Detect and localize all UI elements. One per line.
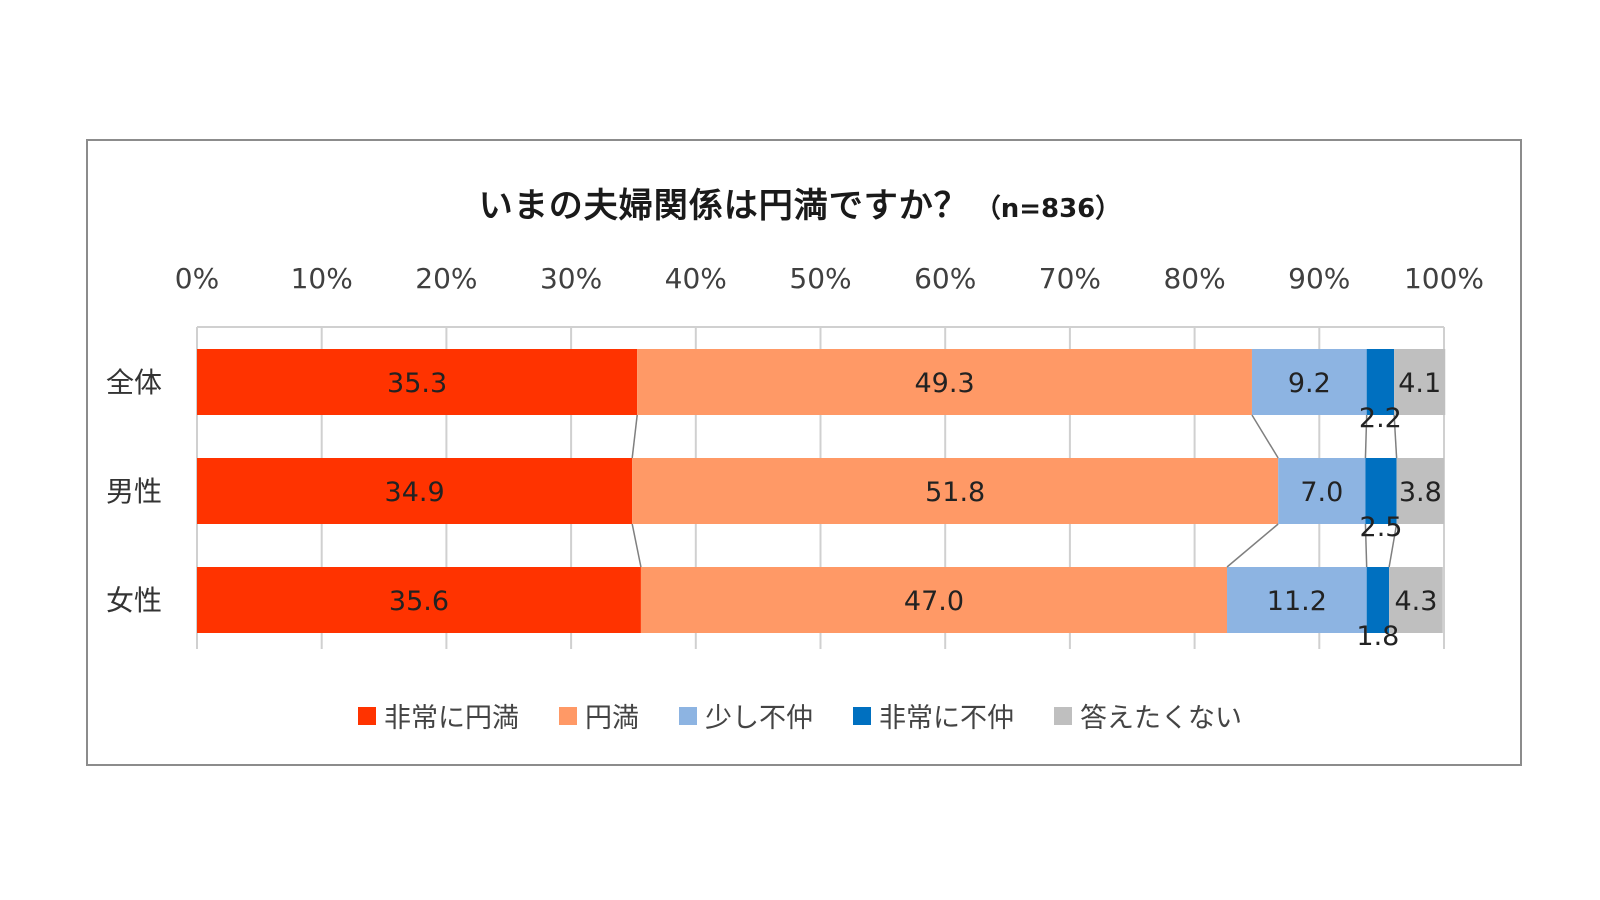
x-tick-label: 80%	[1163, 262, 1225, 295]
legend-item: 答えたくない	[1054, 696, 1242, 735]
bar-segment	[640, 567, 1228, 633]
bar-segment	[632, 458, 1279, 524]
bar-segment	[1366, 349, 1395, 415]
legend-swatch	[559, 706, 577, 725]
chart-subtitle: （n=836）	[974, 194, 1122, 224]
data-label: 4.1	[1398, 368, 1441, 399]
legend-label: 円満	[585, 703, 639, 734]
bar-segment	[197, 458, 633, 524]
x-tick-label: 30%	[540, 262, 602, 295]
x-tick-label: 60%	[914, 262, 976, 295]
legend-item: 非常に不仲	[853, 696, 1014, 735]
legend-item: 少し不仲	[679, 696, 813, 735]
bar-segment	[197, 349, 638, 415]
data-label: 2.2	[1359, 403, 1402, 434]
legend-item: 非常に円満	[358, 696, 519, 735]
bar-segment	[1278, 458, 1366, 524]
data-label: 34.9	[385, 477, 445, 508]
data-label: 35.3	[387, 368, 447, 399]
bar-segment	[1365, 458, 1397, 524]
x-tick-label: 0%	[175, 262, 219, 295]
legend-label: 少し不仲	[705, 703, 813, 734]
data-label: 11.2	[1267, 586, 1327, 617]
series-connector-line	[1251, 414, 1279, 459]
legend-label: 非常に円満	[384, 703, 519, 734]
legend-label: 答えたくない	[1080, 703, 1242, 734]
legend-swatch	[853, 706, 871, 725]
chart-legend: 非常に円満 円満 少し不仲 非常に不仲 答えたくない	[0, 696, 1600, 735]
bar-segment	[197, 567, 641, 633]
data-label: 3.8	[1399, 477, 1442, 508]
series-connector-line	[631, 414, 638, 459]
series-connector-line	[1393, 414, 1398, 459]
category-label: 女性	[106, 584, 162, 617]
bar-segment	[1366, 567, 1390, 633]
x-tick-label: 100%	[1404, 262, 1484, 295]
bar-segment	[637, 349, 1252, 415]
legend-swatch	[1054, 706, 1072, 725]
series-connector-line	[1226, 523, 1279, 568]
data-label: 9.2	[1288, 368, 1331, 399]
data-label: 47.0	[904, 586, 964, 617]
category-label: 男性	[106, 475, 162, 508]
bar-segment	[1389, 567, 1443, 633]
series-connector-line	[1364, 414, 1368, 459]
data-label: 35.6	[389, 586, 449, 617]
chart-title-row: いまの夫婦関係は円満ですか？ （n=836）	[0, 178, 1600, 227]
x-tick-label: 70%	[1039, 262, 1101, 295]
data-label: 4.3	[1394, 586, 1437, 617]
bar-segment	[1394, 349, 1446, 415]
legend-item: 円満	[559, 696, 639, 735]
legend-swatch	[358, 706, 376, 725]
data-label: 1.8	[1356, 621, 1399, 652]
data-label: 49.3	[915, 368, 975, 399]
x-tick-label: 90%	[1288, 262, 1350, 295]
legend-label: 非常に不仲	[879, 703, 1014, 734]
x-tick-label: 50%	[789, 262, 851, 295]
bar-segment	[1227, 567, 1367, 633]
legend-swatch	[679, 706, 697, 725]
bar-segment	[1396, 458, 1444, 524]
series-connector-line	[631, 523, 642, 568]
chart-frame	[86, 139, 1522, 766]
x-tick-label: 20%	[415, 262, 477, 295]
data-label: 51.8	[925, 477, 985, 508]
bar-segment	[1251, 349, 1367, 415]
series-connector-line	[1388, 523, 1398, 568]
series-connector-line	[1364, 523, 1368, 568]
x-tick-label: 40%	[665, 262, 727, 295]
data-label: 2.5	[1360, 512, 1403, 543]
x-tick-label: 10%	[291, 262, 353, 295]
category-label: 全体	[106, 366, 162, 399]
data-label: 7.0	[1300, 477, 1343, 508]
chart-title: いまの夫婦関係は円満ですか？	[478, 186, 969, 226]
